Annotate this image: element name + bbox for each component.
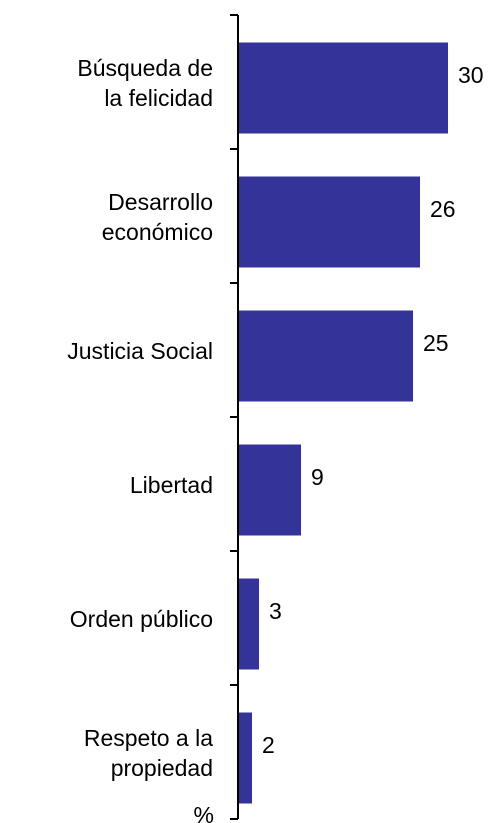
value-label-5: 2: [262, 732, 275, 758]
value-label-3: 9: [311, 464, 324, 490]
bar-3: [238, 444, 301, 536]
value-label-1: 26: [430, 196, 456, 222]
category-label-1-1: económico: [102, 219, 213, 245]
bar-1: [238, 176, 420, 268]
category-label-0-1: la felicidad: [104, 85, 213, 111]
value-label-4: 3: [269, 598, 282, 624]
category-label-4-0: Orden público: [70, 606, 213, 632]
category-label-2-0: Justicia Social: [67, 338, 213, 364]
category-label-5-0: Respeto a la: [84, 725, 213, 751]
category-label-3-0: Libertad: [130, 472, 213, 498]
bar-4: [238, 578, 259, 670]
bar-0: [238, 42, 448, 134]
category-label-5-1: propiedad: [111, 755, 213, 781]
category-label-1-0: Desarrollo: [108, 189, 213, 215]
bars-layer: [238, 42, 448, 804]
unit-label: %: [194, 802, 214, 823]
axis-layer: [230, 14, 239, 820]
category-label-0-0: Búsqueda de: [77, 55, 213, 81]
value-label-2: 25: [423, 330, 449, 356]
labels-layer: 30 Búsqueda de la felicidad 26 Desarrollo eco…: [67, 55, 483, 781]
bar-2: [238, 310, 413, 402]
bar-5: [238, 712, 252, 804]
value-label-0: 30: [458, 62, 484, 88]
